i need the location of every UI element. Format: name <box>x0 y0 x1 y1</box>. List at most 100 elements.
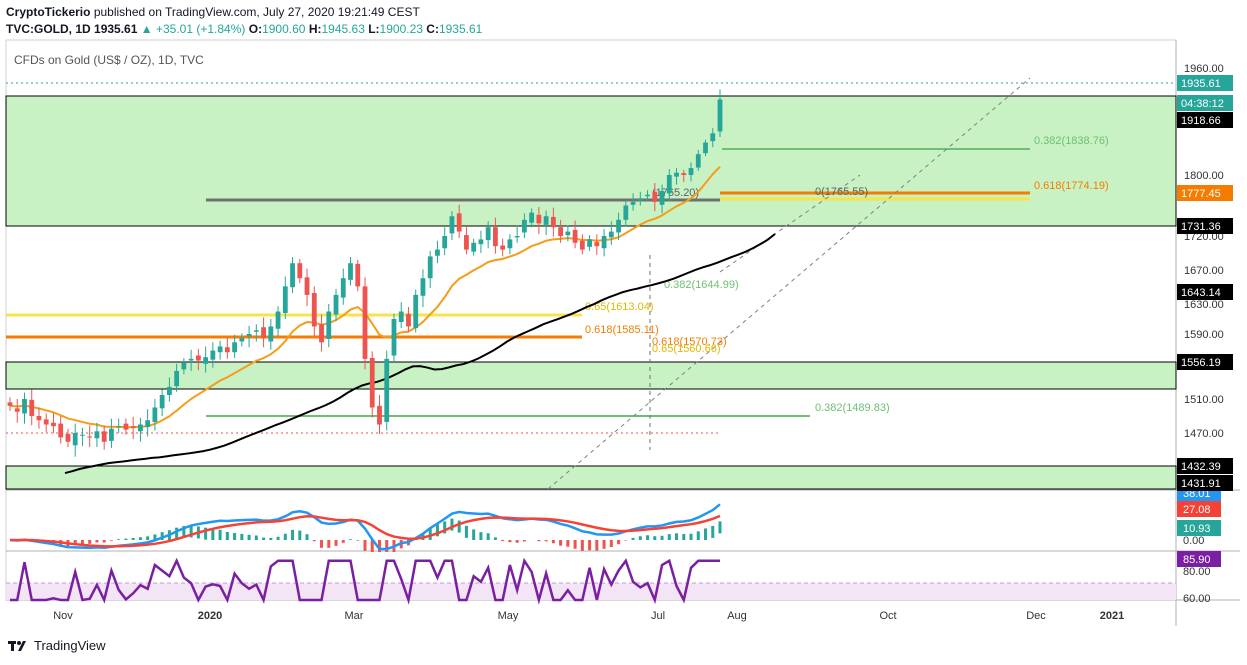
candle <box>413 289 419 333</box>
candle-body <box>666 175 672 194</box>
macd-histogram-bar <box>675 533 679 540</box>
candle-body <box>166 386 172 395</box>
candle-body <box>456 213 462 232</box>
macd-histogram-bar <box>457 520 461 533</box>
chart-title: CFDs on Gold (US$ / OZ), 1D, TVC <box>14 53 204 67</box>
time-tick-label: 2020 <box>198 610 222 622</box>
candle-body <box>58 423 64 438</box>
candle-body <box>87 436 93 438</box>
macd-histogram-bar <box>580 540 584 551</box>
macd-histogram-bar <box>124 538 128 540</box>
high-label: H: <box>308 22 322 36</box>
macd-histogram-bar <box>363 540 367 551</box>
macd-histogram-bar <box>602 540 606 549</box>
candle-body <box>398 311 404 322</box>
candle-body <box>594 242 600 247</box>
price-badge-label: 1556.19 <box>1181 357 1221 369</box>
level-label: 0.382(1489.83) <box>815 402 890 414</box>
macd-histogram-bar <box>334 540 338 546</box>
author-name[interactable]: CryptoTickerio <box>6 5 91 19</box>
macd-histogram-bar <box>443 521 447 534</box>
candle <box>645 190 650 201</box>
candle <box>80 427 85 447</box>
footer: TradingView <box>8 638 106 653</box>
rsi-badge <box>1177 551 1221 567</box>
price-badge <box>1177 458 1233 474</box>
rsi-line <box>10 557 720 605</box>
candle-body <box>493 227 498 247</box>
macd-histogram-bar <box>566 540 570 547</box>
candle-body <box>688 168 694 175</box>
candle-body <box>253 330 259 332</box>
candle-body <box>7 402 13 406</box>
candle <box>398 302 404 328</box>
macd-histogram-bar <box>385 540 389 552</box>
last-price: 1935.61 <box>94 22 138 36</box>
macd-histogram-bar <box>80 540 84 545</box>
candle-body <box>217 346 223 353</box>
macd-histogram-bar <box>247 534 251 540</box>
macd-histogram-bar <box>218 529 222 540</box>
candle <box>536 206 542 235</box>
macd-histogram-bar <box>109 540 113 541</box>
candle <box>485 221 491 249</box>
candle <box>464 227 469 255</box>
candle-body <box>311 293 317 327</box>
candle-body <box>43 419 49 425</box>
candle-body <box>297 263 303 279</box>
candle-body <box>427 256 433 279</box>
macd-histogram-bar <box>298 530 302 540</box>
price-badge <box>1177 112 1233 128</box>
macd-histogram-bar <box>146 536 150 540</box>
candle-body <box>340 278 346 298</box>
open-label: O: <box>248 22 263 36</box>
candle <box>674 168 679 185</box>
candle <box>72 423 78 457</box>
candle <box>594 234 600 256</box>
candle <box>43 413 49 433</box>
candle <box>666 168 672 202</box>
macd-histogram-bar <box>370 540 374 552</box>
candle <box>420 269 426 307</box>
candle-body <box>630 201 636 205</box>
candle-body <box>579 240 585 250</box>
publish-line: CryptoTickerio published on TradingView.… <box>6 5 420 19</box>
up-arrow-icon: ▲ <box>140 22 153 36</box>
macd-histogram-bar <box>341 540 345 543</box>
rsi-badge-label: 85.90 <box>1183 554 1211 566</box>
candle <box>65 428 71 448</box>
price-tick-label: 1470.00 <box>1184 428 1224 440</box>
candle <box>391 313 397 363</box>
candle <box>297 259 303 284</box>
candle-body <box>645 194 650 197</box>
macd-histogram-bar <box>588 540 592 551</box>
macd-histogram-bar <box>479 532 483 540</box>
high-value: 1945.63 <box>321 22 365 36</box>
candle <box>109 418 114 448</box>
macd-histogram-bar <box>508 540 512 543</box>
candle-body <box>304 277 310 295</box>
price-badge-label: 1777.45 <box>1181 188 1221 200</box>
price-tick-label: 1800.00 <box>1184 170 1224 182</box>
footer-brand[interactable]: TradingView <box>34 638 106 653</box>
macd-histogram-bar <box>291 529 295 540</box>
macd-histogram-bar <box>175 527 179 540</box>
macd-histogram-bar <box>472 529 476 540</box>
candle-body <box>145 420 151 428</box>
macd-badge-label: 27.08 <box>1183 504 1211 516</box>
candle-body <box>464 235 469 250</box>
macd-histogram-bar <box>225 531 229 540</box>
candle <box>311 286 317 336</box>
signal-line <box>9 514 721 548</box>
candle-body <box>36 416 42 421</box>
symbol-label[interactable]: TVC:GOLD, 1D <box>6 22 91 36</box>
candle-body <box>449 216 455 234</box>
macd-histogram-bar <box>153 534 157 540</box>
candle <box>246 325 252 348</box>
candle <box>710 128 716 148</box>
macd-histogram-bar <box>269 537 273 540</box>
macd-histogram-bar <box>189 525 193 538</box>
candle <box>362 277 368 370</box>
level-label: 0.618(1585.11) <box>585 324 659 336</box>
candle-body <box>384 358 390 422</box>
